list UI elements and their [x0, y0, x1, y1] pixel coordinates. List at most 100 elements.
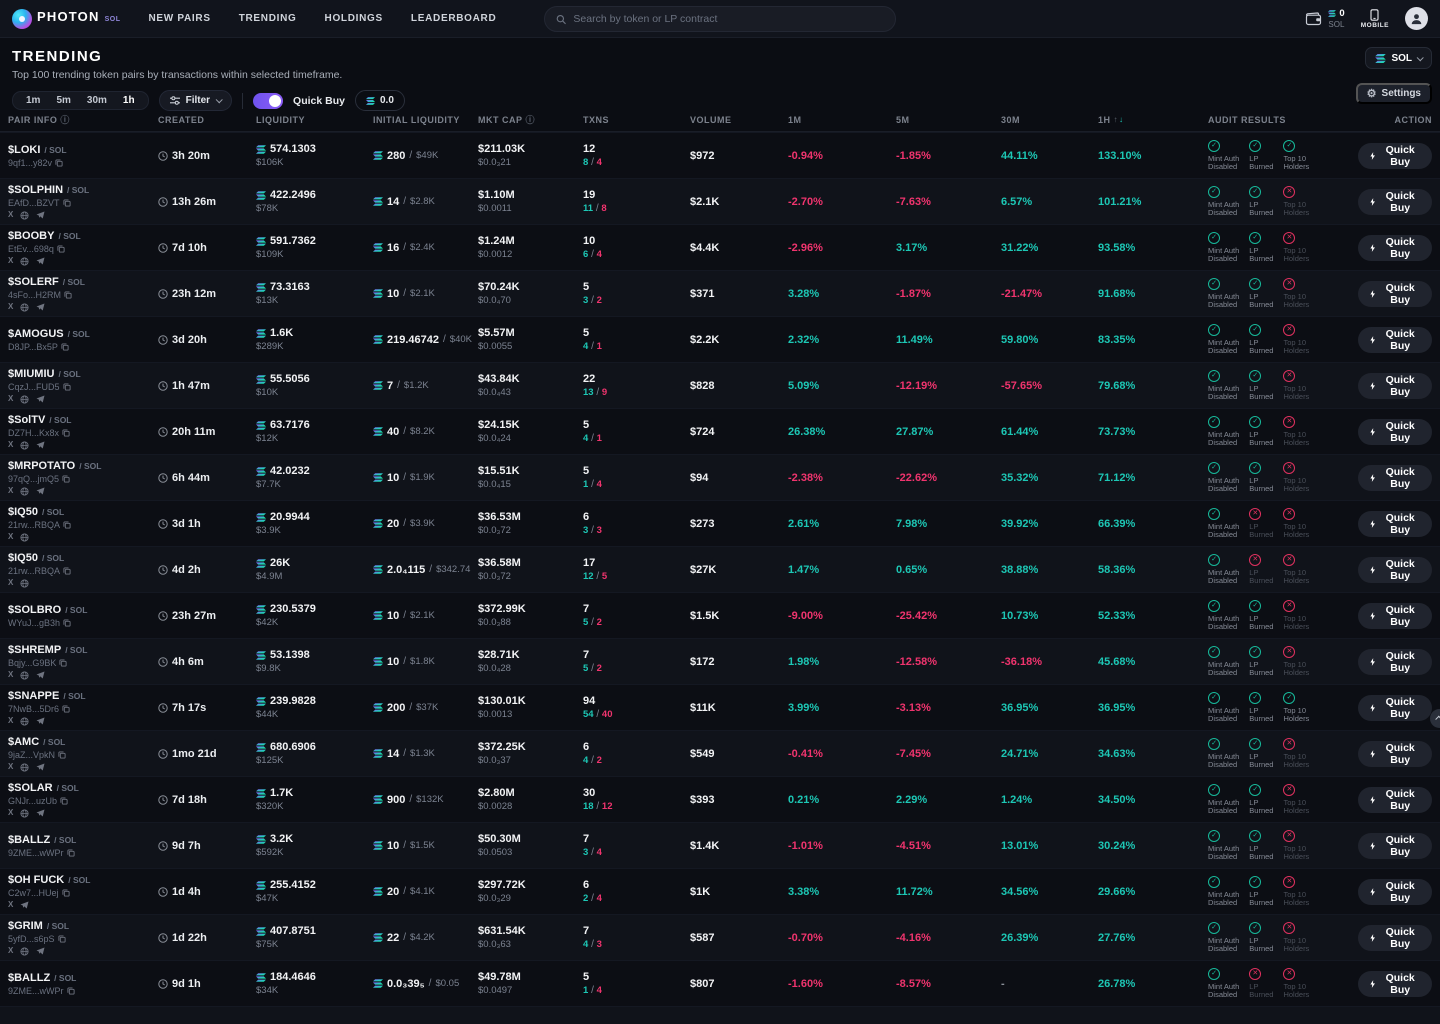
telegram-icon[interactable] [36, 671, 45, 679]
copy-icon[interactable] [62, 474, 70, 483]
telegram-icon[interactable] [36, 763, 45, 771]
quick-buy-button[interactable]: Quick Buy [1358, 280, 1432, 307]
col-1m[interactable]: 1M [788, 114, 802, 125]
wallet-button[interactable]: 0 SOL [1305, 8, 1345, 29]
quick-buy-button[interactable]: Quick Buy [1358, 740, 1432, 767]
quick-buy-button[interactable]: Quick Buy [1358, 602, 1432, 629]
x-icon[interactable]: X [8, 946, 14, 955]
x-icon[interactable]: X [8, 762, 14, 771]
table-row[interactable]: $SolTV / SOL DZ7H...Kx8x X 20h 11m 63.7 [0, 408, 1440, 454]
col-mkt-cap[interactable]: MKT CAP ⓘ [478, 114, 536, 126]
filter-button[interactable]: Filter [158, 90, 233, 111]
globe-icon[interactable] [20, 762, 29, 772]
telegram-icon[interactable] [36, 947, 45, 955]
copy-icon[interactable] [62, 428, 70, 437]
scroll-top-button[interactable] [1430, 709, 1440, 728]
x-icon[interactable]: X [8, 900, 14, 909]
copy-icon[interactable] [63, 520, 71, 529]
quick-buy-button[interactable]: Quick Buy [1358, 234, 1432, 261]
col-created[interactable]: CREATED [158, 114, 205, 125]
col-initial-liquidity[interactable]: INITIAL LIQUIDITY [373, 114, 460, 125]
telegram-icon[interactable] [36, 303, 45, 311]
photon-logo[interactable]: PHOTON SOL [12, 8, 120, 29]
table-row[interactable]: $SHREMP / SOL Bqjy...G9BK X 4h 6m 53.13 [0, 638, 1440, 684]
x-icon[interactable]: X [8, 486, 14, 495]
copy-icon[interactable] [66, 986, 75, 995]
x-icon[interactable]: X [8, 808, 14, 817]
quick-buy-button[interactable]: Quick Buy [1358, 372, 1432, 399]
x-icon[interactable]: X [8, 394, 14, 403]
copy-icon[interactable] [62, 704, 70, 713]
col-txns[interactable]: TXNS [583, 114, 610, 125]
x-icon[interactable]: X [8, 716, 14, 725]
telegram-icon[interactable] [36, 211, 45, 219]
table-row[interactable]: $SOLAR / SOL GNJr...uzUb X 7d 18h 1.7K [0, 776, 1440, 822]
quick-buy-button[interactable]: Quick Buy [1358, 188, 1432, 215]
telegram-icon[interactable] [36, 395, 45, 403]
table-row[interactable]: Shadow / SOL 7.4K $79.96M 10 [0, 1006, 1440, 1024]
chain-selector[interactable]: SOL [1365, 47, 1432, 69]
quick-buy-button[interactable]: Quick Buy [1358, 786, 1432, 813]
col-1h[interactable]: 1H ↑ ↓ [1098, 114, 1124, 125]
table-row[interactable]: $AMOGUS / SOL D8JP...Bx5P 3d 20h 1.6K $2… [0, 316, 1440, 362]
globe-icon[interactable] [20, 486, 29, 496]
copy-icon[interactable] [57, 934, 66, 943]
timeframe-30m[interactable]: 30m [86, 95, 107, 106]
search-input[interactable] [573, 13, 884, 25]
x-icon[interactable]: X [8, 440, 14, 449]
table-row[interactable]: $IQ50 / SOL 21rw...RBQA X 3d 1h 20.9944 [0, 500, 1440, 546]
globe-icon[interactable] [20, 394, 29, 404]
globe-icon[interactable] [20, 532, 29, 542]
copy-icon[interactable] [58, 750, 66, 759]
globe-icon[interactable] [20, 210, 29, 220]
nav-item-holdings[interactable]: HOLDINGS [324, 13, 383, 24]
table-row[interactable]: $LOKI / SOL 9qf1...y82v 3h 20m 574.1303 … [0, 132, 1440, 178]
col-30m[interactable]: 30M [1001, 114, 1021, 125]
table-row[interactable]: $SOLBRO / SOL WYuJ...gB3h 23h 27m 230.53… [0, 592, 1440, 638]
x-icon[interactable]: X [8, 532, 14, 541]
x-icon[interactable]: X [8, 578, 14, 587]
table-row[interactable]: $SOLERF / SOL 4sFo...H2RM X 23h 12m 73. [0, 270, 1440, 316]
quick-buy-button[interactable]: Quick Buy [1358, 326, 1432, 353]
telegram-icon[interactable] [36, 809, 45, 817]
copy-icon[interactable] [62, 198, 71, 207]
quick-buy-button[interactable]: Quick Buy [1358, 694, 1432, 721]
timeframe-1h[interactable]: 1h [122, 95, 135, 106]
x-icon[interactable]: X [8, 256, 14, 265]
quick-buy-button[interactable]: Quick Buy [1358, 970, 1432, 997]
quick-buy-button[interactable]: Quick Buy [1358, 510, 1432, 537]
nav-item-new-pairs[interactable]: NEW PAIRS [148, 13, 211, 24]
table-row[interactable]: $MRPOTATO / SOL 97qQ...jmQ5 X 6h 44m 42 [0, 454, 1440, 500]
avatar[interactable] [1405, 7, 1428, 30]
telegram-icon[interactable] [36, 441, 45, 449]
globe-icon[interactable] [20, 946, 29, 956]
col-pair-info[interactable]: PAIR INFO ⓘ [8, 114, 70, 126]
x-icon[interactable]: X [8, 210, 14, 219]
table-row[interactable]: $GRIM / SOL 5yfD...s6pS X 1d 22h 407.87 [0, 914, 1440, 960]
col-liquidity[interactable]: LIQUIDITY [256, 114, 305, 125]
quick-buy-toggle[interactable] [253, 92, 284, 109]
quick-buy-button[interactable]: Quick Buy [1358, 878, 1432, 905]
quick-buy-button[interactable]: Quick Buy [1358, 464, 1432, 491]
telegram-icon[interactable] [36, 717, 45, 725]
globe-icon[interactable] [20, 578, 29, 588]
x-icon[interactable]: X [8, 670, 14, 679]
table-row[interactable]: $OH FUCK / SOL C2w7...HUej X 1d 4h 255. [0, 868, 1440, 914]
settings-button[interactable]: ⚙ Settings [1355, 83, 1432, 104]
table-row[interactable]: $MIUMIU / SOL CqzJ...FUD5 X 1h 47m 55.5 [0, 362, 1440, 408]
quick-buy-button[interactable]: Quick Buy [1358, 648, 1432, 675]
globe-icon[interactable] [20, 302, 29, 312]
copy-icon[interactable] [64, 290, 72, 299]
mobile-button[interactable]: MOBILE [1361, 8, 1389, 29]
globe-icon[interactable] [20, 440, 29, 450]
quick-buy-amount-input[interactable]: 0.0 [354, 90, 405, 111]
table-row[interactable]: $SNAPPE / SOL 7NwB...5Dr6 X 7h 17s 239. [0, 684, 1440, 730]
timeframe-5m[interactable]: 5m [56, 95, 71, 106]
table-row[interactable]: $BALLZ / SOL 9ZME...wWPr 9d 7h 3.2K $592… [0, 822, 1440, 868]
quick-buy-button[interactable]: Quick Buy [1358, 418, 1432, 445]
table-row[interactable]: $IQ50 / SOL 21rw...RBQA X 4d 2h 26K [0, 546, 1440, 592]
table-row[interactable]: $BOOBY / SOL EtEv...698q X 7d 10h 591.7 [0, 224, 1440, 270]
copy-icon[interactable] [57, 244, 65, 253]
copy-icon[interactable] [61, 889, 70, 897]
copy-icon[interactable] [66, 848, 75, 857]
